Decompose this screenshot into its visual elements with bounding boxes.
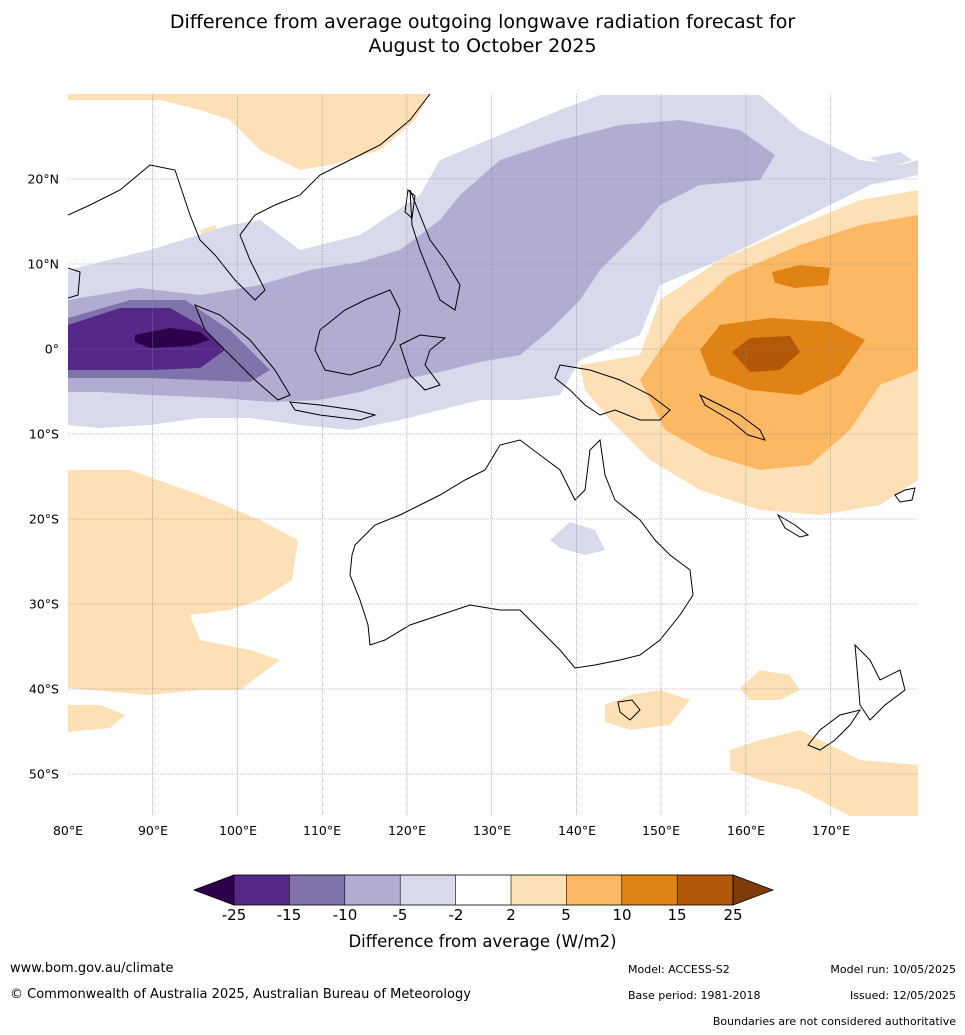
- copyright-text: © Commonwealth of Australia 2025, Austra…: [10, 987, 471, 1002]
- coast-java: [289, 401, 377, 421]
- colorbar-bin-8: [621, 875, 678, 905]
- colorbar-extend-high: [732, 874, 775, 906]
- coast-fiji: [894, 487, 916, 503]
- colorbar-tick-1: -25: [221, 906, 247, 924]
- anomaly-region-pacific-north-high: [772, 265, 830, 288]
- anomaly-region-nz-orange: [740, 670, 800, 700]
- anomaly-region-southern-orange: [730, 730, 918, 816]
- coast-tasmania: [617, 699, 641, 721]
- coast-sri-lanka: [68, 267, 81, 299]
- lat-label-20s: 20°S: [28, 511, 59, 527]
- colorbar-extend-low: [192, 874, 235, 906]
- map-area: [68, 94, 918, 816]
- colorbar-bin-2: [289, 875, 345, 905]
- coast-sulawesi: [399, 334, 447, 391]
- colorbar-tick-3: -10: [332, 906, 358, 924]
- colorbar-bin-6: [511, 875, 567, 905]
- colorbar-tick-4: -5: [392, 906, 408, 924]
- model-run-date: Model run: 10/05/2025: [830, 963, 956, 976]
- colorbar-title: Difference from average (W/m2): [348, 932, 617, 951]
- map-title: Difference from average outgoing longwav…: [0, 10, 965, 58]
- colorbar-tick-2: -15: [276, 906, 302, 924]
- title-line-2: August to October 2025: [368, 35, 597, 57]
- issued-date: Issued: 12/05/2025: [849, 989, 956, 1002]
- model-name: Model: ACCESS-S2: [628, 963, 730, 976]
- colorbar-bin-5: [455, 875, 511, 905]
- anomaly-region-purple-core: [135, 328, 210, 348]
- lat-label-20n: 20°N: [27, 171, 59, 187]
- coast-asia-mainland: [68, 94, 431, 301]
- lon-label-150e: 150°E: [641, 823, 681, 838]
- base-period: Base period: 1981-2018: [628, 989, 761, 1002]
- coast-solomon-islands: [698, 393, 766, 441]
- colorbar-tick-9: 15: [667, 906, 687, 924]
- anomaly-region-australia-purple: [550, 522, 605, 555]
- lon-label-140e: 140°E: [557, 823, 597, 838]
- anomaly-region-purple-mid: [68, 120, 775, 402]
- colorbar-bin-9: [677, 875, 733, 905]
- coast-new-guinea: [554, 364, 671, 421]
- lat-label-10n: 10°N: [27, 256, 59, 272]
- colorbar-tick-6: 2: [506, 906, 516, 924]
- boundaries-disclaimer: Boundaries are not considered authoritat…: [712, 1015, 956, 1028]
- lat-label-0: 0°: [44, 341, 59, 357]
- lon-label-130e: 130°E: [472, 823, 512, 838]
- graticule: [68, 94, 918, 816]
- lat-label-50s: 50°S: [28, 766, 59, 782]
- lon-label-160e: 160°E: [726, 823, 766, 838]
- lon-label-170e: 170°E: [811, 823, 851, 838]
- anomaly-region-tasman-orange: [605, 690, 690, 730]
- coast-borneo: [314, 289, 401, 376]
- coast-philippines: [409, 189, 461, 311]
- lat-label-10s: 10°S: [28, 426, 59, 442]
- colorbar-tick-5: -2: [448, 906, 464, 924]
- colorbar-tick-8: 10: [612, 906, 632, 924]
- lon-label-110e: 110°E: [302, 823, 342, 838]
- colorbar-tick-7: 5: [561, 906, 571, 924]
- anomaly-region-south-west-orange: [68, 705, 125, 732]
- title-line-1: Difference from average outgoing longwav…: [169, 11, 796, 33]
- coast-taiwan: [404, 189, 416, 219]
- anomaly-region-china-orange: [68, 94, 430, 170]
- lat-label-30s: 30°S: [28, 596, 59, 612]
- colorbar-bin-4: [400, 875, 456, 905]
- coast-australia: [349, 438, 694, 669]
- colorbar-bin-7: [566, 875, 622, 905]
- lon-label-80e: 80°E: [52, 823, 84, 838]
- coast-new-zealand-north: [854, 643, 906, 721]
- lat-label-40s: 40°S: [28, 681, 59, 697]
- anomaly-region-pacific-core: [732, 336, 800, 372]
- coast-sumatra: [194, 304, 291, 401]
- coastlines: [68, 94, 916, 751]
- anomaly-region-pacific-north-purple: [870, 152, 912, 168]
- coast-new-zealand-south: [807, 709, 862, 751]
- colorbar-bin-1: [234, 875, 290, 905]
- colorbar-bin-3: [344, 875, 401, 905]
- lon-label-120e: 120°E: [387, 823, 427, 838]
- lon-label-90e: 90°E: [137, 823, 169, 838]
- anomaly-region-indian-orange: [68, 470, 298, 695]
- coast-new-caledonia: [776, 513, 810, 538]
- lon-label-100e: 100°E: [218, 823, 258, 838]
- website-link[interactable]: www.bom.gov.au/climate: [10, 961, 174, 976]
- colorbar-tick-10: 25: [723, 906, 743, 924]
